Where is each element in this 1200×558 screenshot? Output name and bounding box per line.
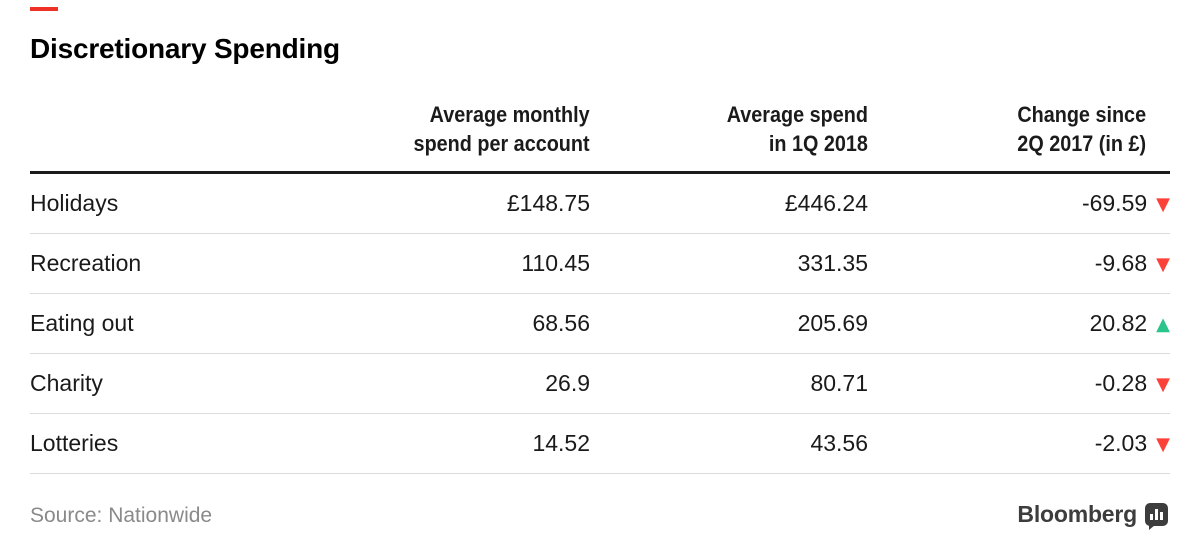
row-label: Recreation — [30, 250, 142, 276]
column-header-change: Change since 2Q 2017 (in £) — [868, 100, 1170, 158]
change-value: -0.28 — [1094, 370, 1148, 396]
change-value: -2.03 — [1094, 430, 1148, 456]
table-row: Lotteries 14.52 43.56 -2.03 ▼ — [30, 414, 1170, 474]
row-avg-1q2018-value: 80.71 — [810, 370, 868, 396]
row-avg-1q2018-value: 43.56 — [810, 430, 868, 456]
table-row: Eating out 68.56 205.69 20.82 ▲ — [30, 294, 1170, 354]
row-avg-1q2018-value: £446.24 — [784, 190, 868, 216]
brand-accent-tick — [30, 7, 58, 11]
change-value: 20.82 — [1089, 310, 1148, 336]
header-line: in 1Q 2018 — [768, 131, 868, 156]
bloomberg-logo: Bloomberg — [1017, 501, 1168, 530]
row-change-cell: 20.82 ▲ — [868, 310, 1170, 337]
row-avg-monthly-value: 110.45 — [521, 250, 590, 276]
change-direction-icon: ▼ — [1156, 373, 1170, 395]
table-row: Holidays £148.75 £446.24 -69.59 ▼ — [30, 174, 1170, 234]
header-line: Average spend — [726, 102, 868, 127]
header-line: spend per account — [413, 131, 590, 156]
row-avg-monthly-value: 68.56 — [532, 310, 590, 336]
header-line: Average monthly — [430, 102, 590, 127]
row-label: Lotteries — [30, 430, 119, 456]
source-note: Source: Nationwide — [30, 504, 213, 527]
table-row: Charity 26.9 80.71 -0.28 ▼ — [30, 354, 1170, 414]
header-line: 2Q 2017 (in £) — [1017, 131, 1146, 156]
row-avg-monthly-value: 14.52 — [532, 430, 590, 456]
page-title: Discretionary Spending — [30, 33, 340, 64]
column-header-category — [30, 100, 290, 158]
change-direction-icon: ▼ — [1156, 193, 1170, 215]
change-direction-icon: ▲ — [1156, 313, 1170, 335]
table-row: Recreation 110.45 331.35 -9.68 ▼ — [30, 234, 1170, 294]
table-body: Holidays £148.75 £446.24 -69.59 ▼ Recrea… — [30, 174, 1170, 474]
bar-chart-bubble-icon — [1145, 503, 1168, 530]
change-value: -9.68 — [1094, 250, 1148, 276]
header-line: Change since — [1017, 102, 1146, 127]
row-avg-1q2018-value: 331.35 — [797, 250, 868, 276]
row-change-cell: -9.68 ▼ — [868, 250, 1170, 277]
column-header-avg-1q2018: Average spend in 1Q 2018 — [590, 100, 868, 158]
row-label: Holidays — [30, 190, 119, 216]
spending-table: Average monthly spend per account Averag… — [30, 100, 1170, 474]
change-direction-icon: ▼ — [1156, 433, 1170, 455]
row-label: Eating out — [30, 310, 134, 336]
change-direction-icon: ▼ — [1156, 253, 1170, 275]
row-avg-1q2018-value: 205.69 — [797, 310, 868, 336]
table-header-row: Average monthly spend per account Averag… — [30, 100, 1170, 174]
row-avg-monthly-value: £148.75 — [506, 190, 590, 216]
row-label: Charity — [30, 370, 103, 396]
change-value: -69.59 — [1081, 190, 1148, 216]
row-change-cell: -0.28 ▼ — [868, 370, 1170, 397]
column-header-avg-monthly: Average monthly spend per account — [290, 100, 590, 158]
bloomberg-wordmark: Bloomberg — [1017, 501, 1137, 527]
row-change-cell: -69.59 ▼ — [868, 190, 1170, 217]
row-change-cell: -2.03 ▼ — [868, 430, 1170, 457]
row-avg-monthly-value: 26.9 — [545, 370, 590, 396]
